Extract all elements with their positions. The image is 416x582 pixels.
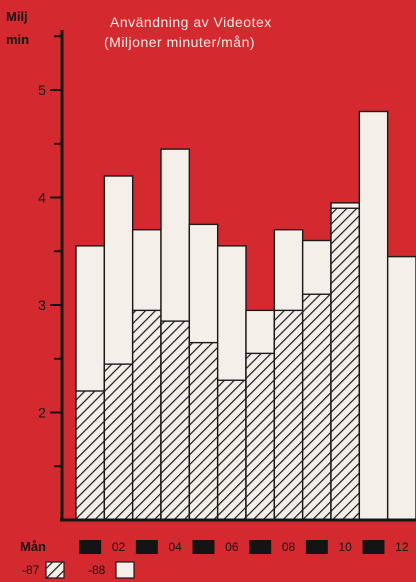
bar-87-04 bbox=[160, 320, 191, 521]
chart-subtitle: (Miljoner minuter/mån) bbox=[104, 34, 255, 50]
axes-group: 2 3 4 5 bbox=[38, 30, 416, 522]
bar-87-05 bbox=[188, 341, 219, 521]
x-tick-block-03 bbox=[135, 540, 158, 554]
x-tick-label-02: 02 bbox=[112, 540, 126, 554]
bars-group bbox=[75, 110, 416, 521]
legend-swatch-87 bbox=[45, 561, 65, 579]
bar-87-07 bbox=[245, 352, 276, 521]
x-tick-block-05 bbox=[192, 540, 215, 554]
x-tick-block-01 bbox=[79, 540, 102, 554]
bar-87-08 bbox=[273, 309, 304, 521]
bar-87-01 bbox=[75, 390, 106, 521]
bar-87-02 bbox=[103, 363, 134, 521]
y-tick-label: 4 bbox=[38, 190, 46, 206]
y-tick-label: 2 bbox=[38, 405, 46, 421]
x-tick-label-06: 06 bbox=[225, 540, 239, 554]
bar-87-10 bbox=[330, 207, 361, 521]
bar-87-03 bbox=[131, 309, 162, 521]
bar-88-12 bbox=[386, 255, 416, 521]
legend: -87 -88 bbox=[22, 561, 135, 579]
bar-88-11 bbox=[358, 110, 389, 521]
legend-swatch-88 bbox=[115, 561, 135, 579]
bar-87-06 bbox=[216, 379, 247, 521]
x-tick-label-04: 04 bbox=[168, 540, 182, 554]
legend-label-88: -88 bbox=[88, 563, 106, 577]
x-tick-label-08: 08 bbox=[282, 540, 296, 554]
y-tick-label: 5 bbox=[38, 82, 46, 98]
legend-label-87: -87 bbox=[22, 563, 40, 577]
y-axis-label-line1: Milj bbox=[6, 9, 28, 24]
x-tick-label-10: 10 bbox=[338, 540, 352, 554]
x-tick-labels: 02 04 06 08 10 12 bbox=[79, 540, 409, 554]
bar-87-09 bbox=[301, 293, 332, 521]
x-tick-block-09 bbox=[305, 540, 328, 554]
x-tick-label-12: 12 bbox=[395, 540, 409, 554]
y-tick-label: 3 bbox=[38, 297, 46, 313]
x-tick-block-07 bbox=[249, 540, 272, 554]
x-tick-block-11 bbox=[362, 540, 385, 554]
y-axis-label-line2: min bbox=[6, 32, 29, 47]
chart-title: Användning av Videotex bbox=[110, 14, 272, 30]
x-axis-label: Mån bbox=[20, 539, 46, 554]
